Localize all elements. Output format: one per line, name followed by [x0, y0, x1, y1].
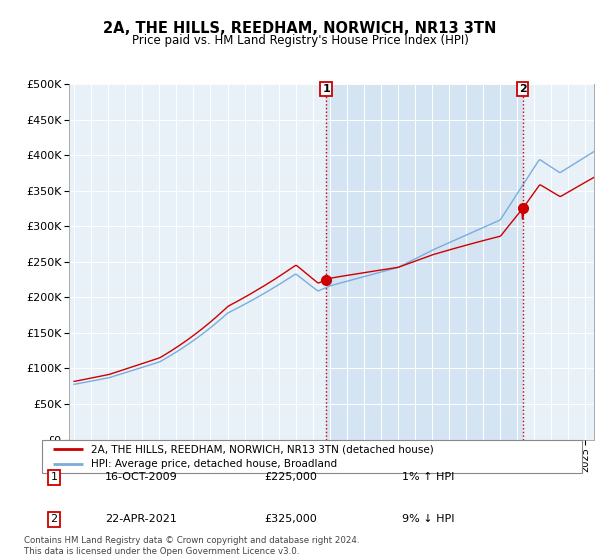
Text: Price paid vs. HM Land Registry's House Price Index (HPI): Price paid vs. HM Land Registry's House … [131, 34, 469, 46]
Text: £225,000: £225,000 [264, 472, 317, 482]
Text: Contains HM Land Registry data © Crown copyright and database right 2024.
This d: Contains HM Land Registry data © Crown c… [24, 536, 359, 556]
Text: 2: 2 [50, 514, 58, 524]
Text: 9% ↓ HPI: 9% ↓ HPI [402, 514, 455, 524]
Text: 2: 2 [519, 84, 526, 94]
Text: 2A, THE HILLS, REEDHAM, NORWICH, NR13 3TN (detached house): 2A, THE HILLS, REEDHAM, NORWICH, NR13 3T… [91, 444, 433, 454]
Text: £325,000: £325,000 [264, 514, 317, 524]
Bar [326, 84, 523, 440]
Text: 22-APR-2021: 22-APR-2021 [105, 514, 177, 524]
Text: 1: 1 [50, 472, 58, 482]
Text: 16-OCT-2009: 16-OCT-2009 [105, 472, 178, 482]
Text: 1% ↑ HPI: 1% ↑ HPI [402, 472, 454, 482]
FancyBboxPatch shape [42, 440, 582, 473]
Text: 1: 1 [322, 84, 330, 94]
Text: 2A, THE HILLS, REEDHAM, NORWICH, NR13 3TN: 2A, THE HILLS, REEDHAM, NORWICH, NR13 3T… [103, 21, 497, 36]
Text: HPI: Average price, detached house, Broadland: HPI: Average price, detached house, Broa… [91, 459, 337, 469]
